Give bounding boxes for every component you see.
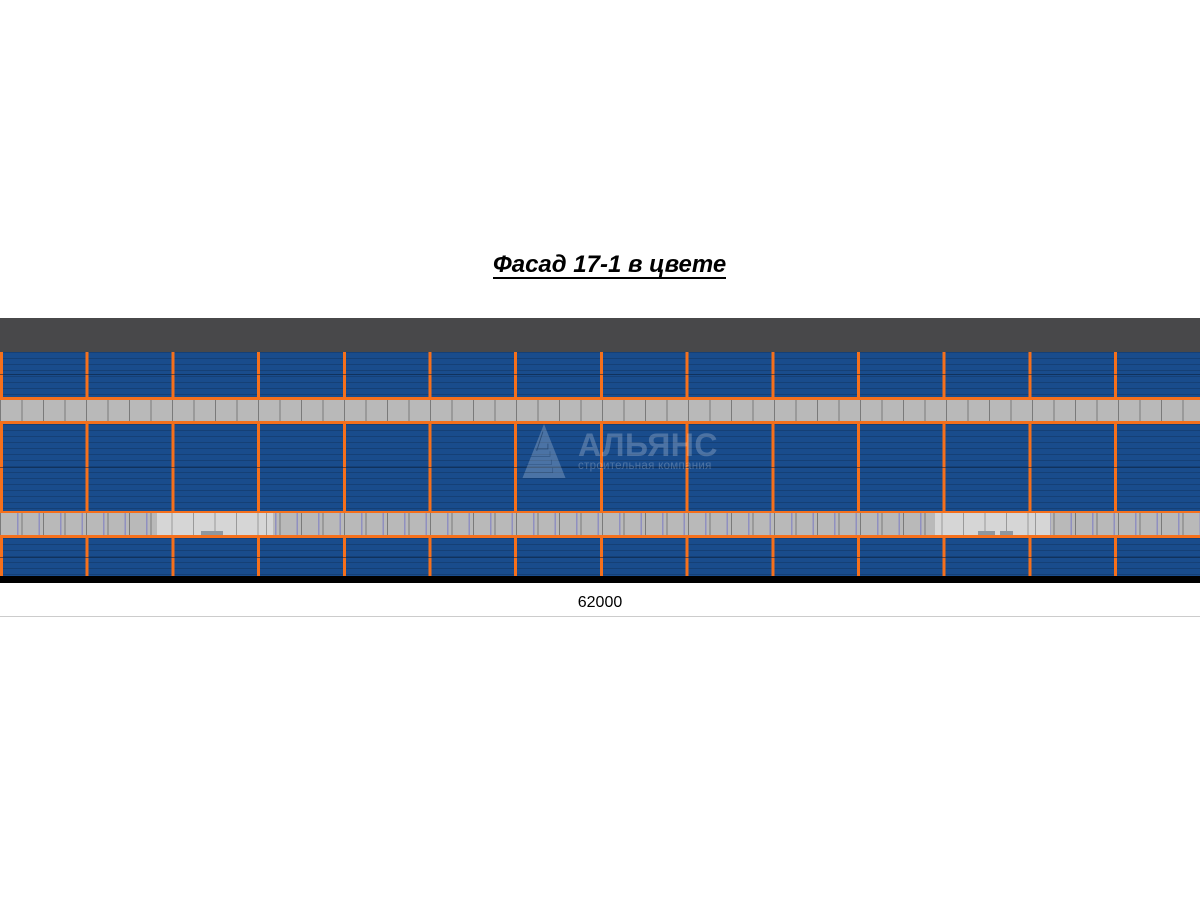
svg-text:строительная компания: строительная компания [578, 460, 712, 472]
svg-text:АЛЬЯНС: АЛЬЯНС [578, 427, 718, 463]
